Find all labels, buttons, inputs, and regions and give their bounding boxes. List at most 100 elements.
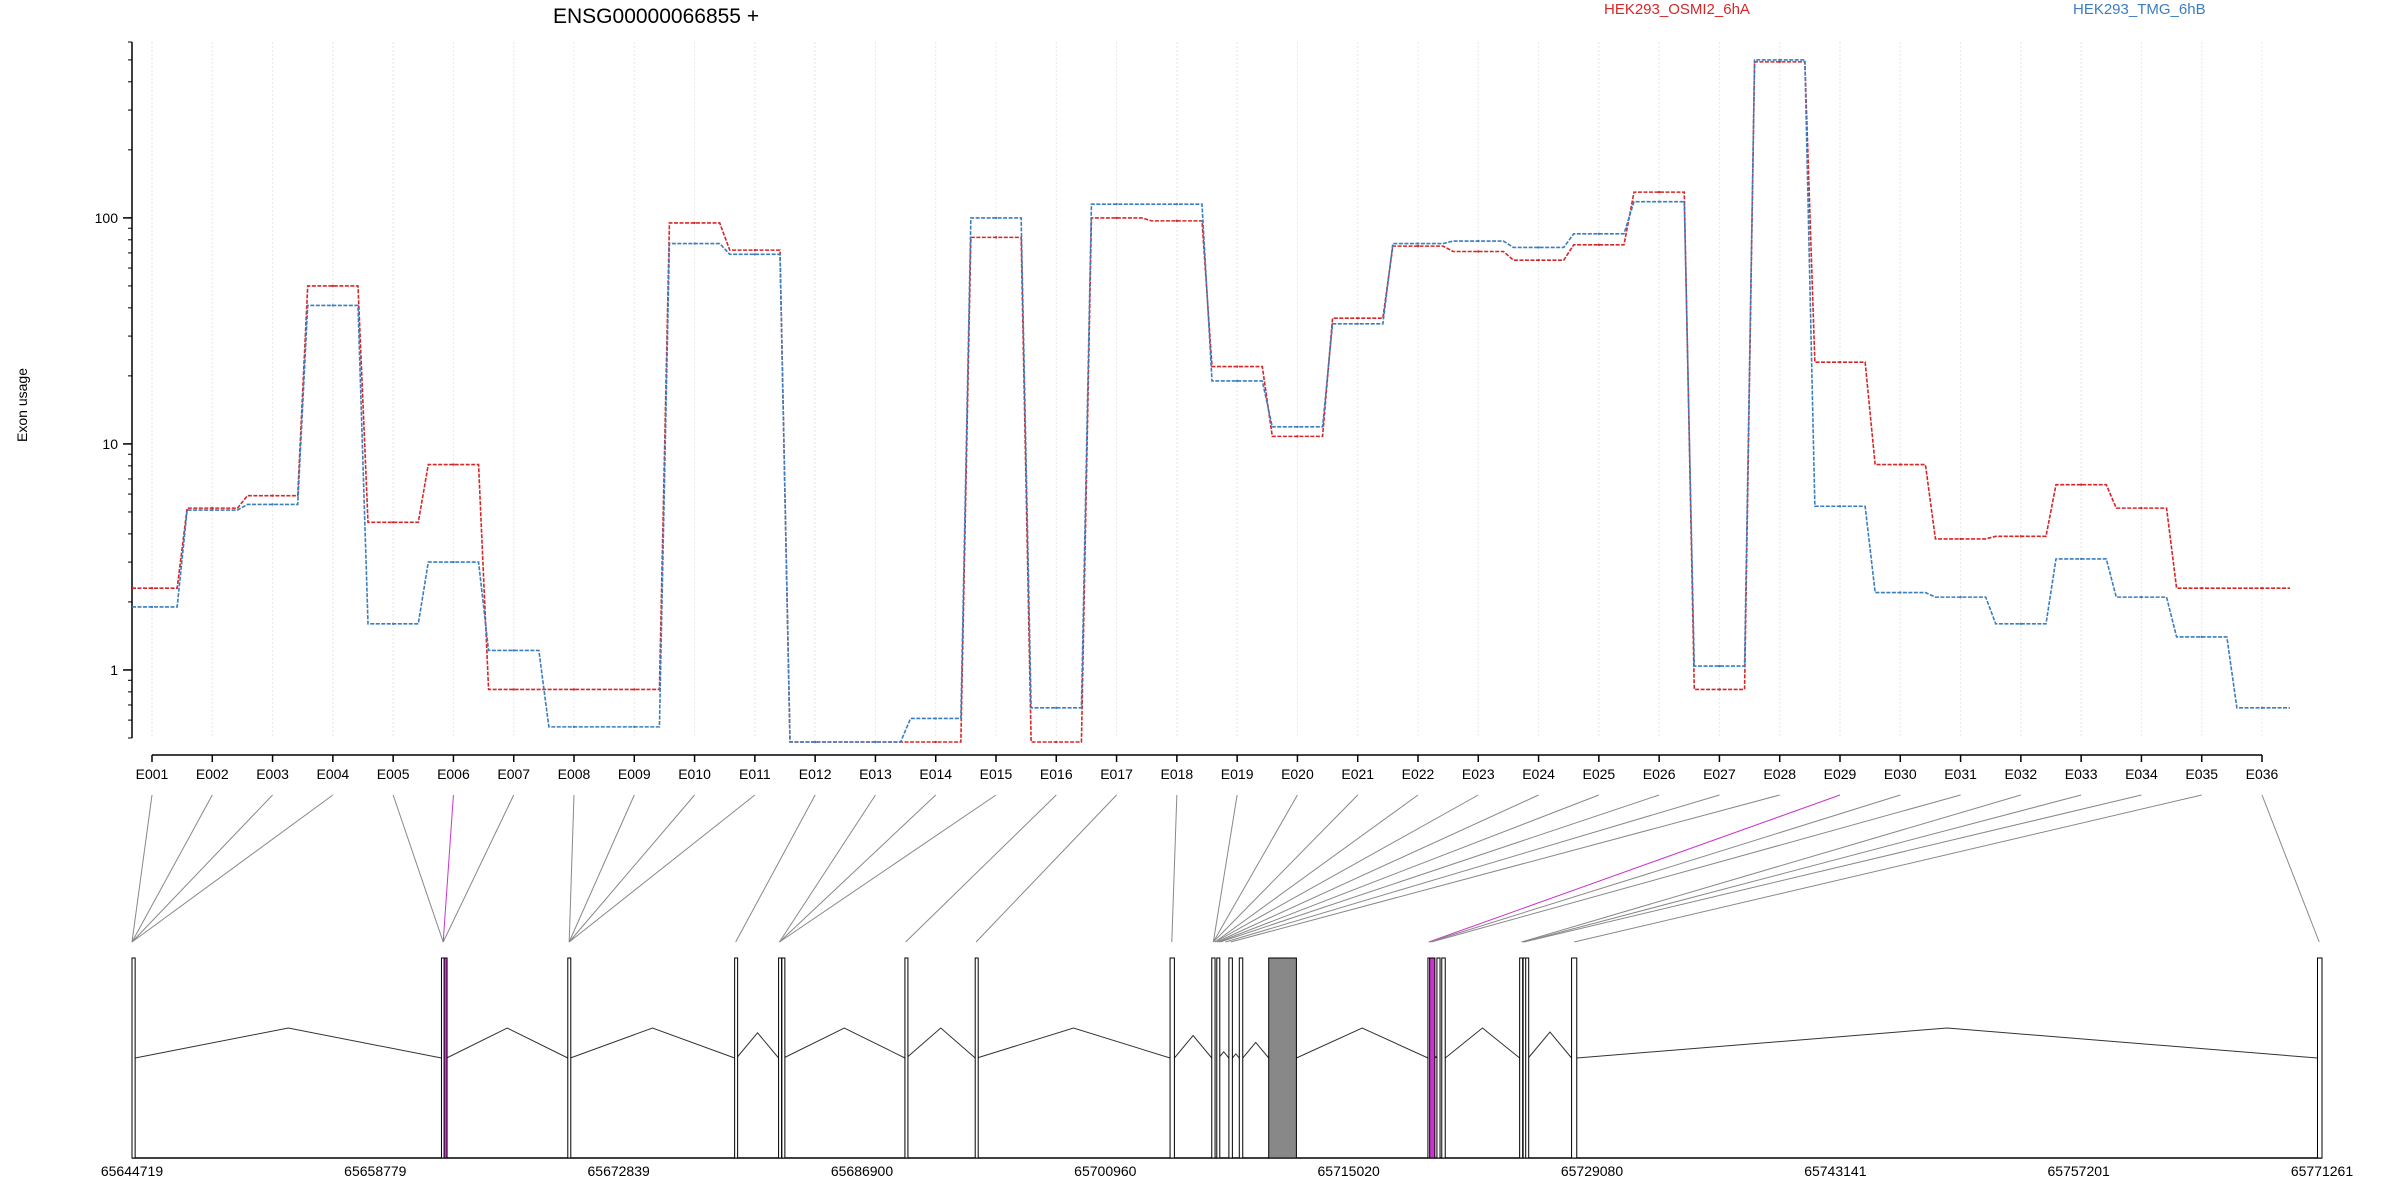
exon-block <box>1436 957 1441 1159</box>
exon-block <box>974 957 979 1159</box>
data-point <box>391 622 395 626</box>
x-tick-label-e024: E024 <box>1522 766 1555 782</box>
x-tick-label-e010: E010 <box>678 766 711 782</box>
exon-connector-e012 <box>735 794 816 943</box>
data-point <box>512 688 515 691</box>
data-point <box>391 521 395 524</box>
data-point <box>150 605 154 609</box>
intron <box>905 1027 976 1059</box>
exon-connector-e031 <box>1431 794 1961 943</box>
exon-block <box>734 957 739 1159</box>
data-point <box>1778 58 1781 62</box>
x-tick-label-e015: E015 <box>980 766 1013 782</box>
data-point <box>1778 60 1781 64</box>
data-point <box>693 221 696 225</box>
intron <box>446 1027 569 1059</box>
data-point <box>1597 243 1601 247</box>
exon-block <box>1525 957 1530 1159</box>
exon-connector-e033 <box>1522 794 2082 943</box>
data-point <box>271 494 274 497</box>
data-point <box>331 284 335 288</box>
legend-series-a: HEK293_OSMI2_6hA <box>1604 1 1750 18</box>
exon-block <box>1169 957 1175 1159</box>
data-point <box>1356 316 1359 320</box>
data-point <box>1718 664 1721 668</box>
data-point <box>1115 216 1118 220</box>
x-tick-label-e032: E032 <box>2005 766 2038 782</box>
y-axis: 1 10 100 <box>95 41 133 739</box>
chart-title: ENSG00000066855 + <box>553 5 759 28</box>
data-point <box>1235 365 1239 368</box>
data-point <box>1175 219 1179 223</box>
x-tick-label-e025: E025 <box>1583 766 1616 782</box>
data-point <box>934 740 937 744</box>
exon-connector-e035 <box>1574 794 2202 943</box>
legend-series-b: HEK293_TMG_6hB <box>2073 1 2206 18</box>
grid-lines <box>151 42 2263 738</box>
data-point <box>2200 586 2203 590</box>
intron <box>736 1031 779 1059</box>
x-tick-label-e011: E011 <box>739 766 771 782</box>
exon-connector-e025 <box>1218 794 1600 943</box>
exon-connector-e024 <box>1216 794 1539 943</box>
exon-connector-e007 <box>442 794 515 943</box>
exon-block <box>443 957 448 1159</box>
x-tick-label-e035: E035 <box>2185 766 2218 782</box>
data-point <box>572 688 576 691</box>
data-point <box>1959 595 1962 599</box>
data-point <box>211 508 214 512</box>
x-tick-label-e014: E014 <box>919 766 952 782</box>
exon-connectors <box>131 794 2320 943</box>
data-point <box>1838 505 1842 508</box>
x-tick-label-e033: E033 <box>2065 766 2098 782</box>
exon-connector-e017 <box>975 794 1117 943</box>
data-point <box>2140 595 2143 599</box>
exon-block <box>1429 957 1436 1159</box>
data-point <box>753 253 757 256</box>
exon-block <box>1216 957 1221 1159</box>
y-tick-label: 10 <box>102 436 118 452</box>
gene-coordinate-label: 65715020 <box>1318 1163 1381 1179</box>
exon-connector-e011 <box>568 794 756 943</box>
x-tick-label-e034: E034 <box>2125 766 2158 782</box>
data-point <box>271 503 274 506</box>
x-axis: E001 E002 E003 E004 E005 E006 E007 E008 E009 E010… <box>136 754 2279 782</box>
x-tick-label-e006: E006 <box>437 766 470 782</box>
data-point <box>1899 591 1902 594</box>
gene-coordinate-label: 65729080 <box>1561 1163 1624 1179</box>
data-point <box>1477 250 1480 253</box>
data-point <box>572 725 576 729</box>
intron <box>976 1027 1171 1059</box>
data-point <box>2200 635 2203 639</box>
gene-coordinate-label: 65644719 <box>101 1163 164 1179</box>
series-lines <box>132 58 2290 744</box>
exon-block <box>131 957 136 1159</box>
x-tick-label-e016: E016 <box>1040 766 1073 782</box>
exon-block <box>1441 957 1446 1159</box>
series-line-b <box>132 59 2290 743</box>
data-point <box>1477 239 1480 243</box>
exon-connector-e034 <box>1523 794 2142 943</box>
exon-connector-e013 <box>779 794 876 943</box>
x-tick-label-e019: E019 <box>1221 766 1254 782</box>
x-tick-label-e026: E026 <box>1643 766 1676 782</box>
data-point <box>2019 535 2023 538</box>
data-point <box>1537 246 1540 249</box>
x-tick-label-e020: E020 <box>1281 766 1314 782</box>
exon-connector-e022 <box>1214 794 1419 943</box>
data-point <box>2019 622 2023 626</box>
intron <box>1231 1053 1240 1059</box>
exon-connector-e029 <box>1428 794 1841 943</box>
x-tick-label-e012: E012 <box>799 766 832 782</box>
data-point <box>1838 360 1842 364</box>
x-tick-label-e002: E002 <box>196 766 229 782</box>
exon-block <box>567 957 572 1159</box>
exon-connector-e005 <box>392 794 444 943</box>
x-tick-label-e009: E009 <box>618 766 651 782</box>
gene-coordinate-label: 65743141 <box>1804 1163 1867 1179</box>
exon-block <box>1238 957 1244 1159</box>
gene-model: 65644719 65658779 65672839 65686900 65700960… <box>101 957 2353 1179</box>
data-point <box>693 242 696 245</box>
exon-connector-e027 <box>1225 794 1720 943</box>
data-point <box>874 740 877 744</box>
